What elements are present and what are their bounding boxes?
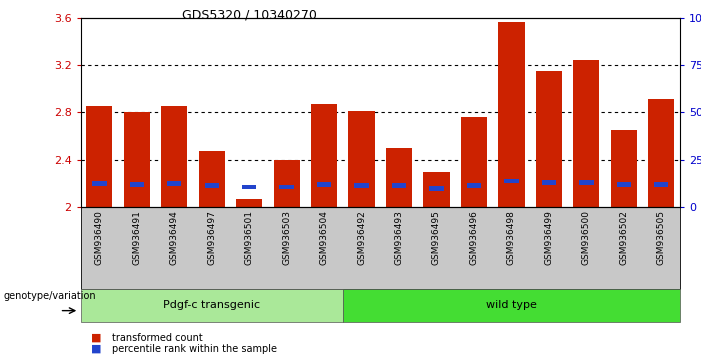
Bar <box>467 183 481 188</box>
Bar <box>423 172 449 207</box>
Bar <box>617 182 631 187</box>
Bar <box>498 22 524 207</box>
Bar <box>86 107 112 207</box>
Text: genotype/variation: genotype/variation <box>4 291 96 302</box>
Bar <box>205 183 219 188</box>
Bar <box>123 113 150 207</box>
Bar <box>579 180 594 184</box>
Text: percentile rank within the sample: percentile rank within the sample <box>112 344 277 354</box>
Bar <box>280 184 294 189</box>
Text: Pdgf-c transgenic: Pdgf-c transgenic <box>163 300 260 310</box>
Bar <box>429 186 444 190</box>
Bar <box>504 179 519 183</box>
Bar <box>461 117 487 207</box>
Bar <box>242 184 257 189</box>
Bar <box>236 199 262 207</box>
Bar <box>130 182 144 187</box>
Bar <box>348 111 374 207</box>
Bar <box>317 182 332 187</box>
Text: ■: ■ <box>91 344 102 354</box>
Bar <box>386 148 412 207</box>
Bar <box>198 152 225 207</box>
Bar <box>536 71 562 207</box>
Bar <box>161 107 187 207</box>
Bar <box>311 104 337 207</box>
Bar <box>542 180 556 184</box>
Bar <box>573 60 599 207</box>
Bar <box>392 183 407 188</box>
Text: wild type: wild type <box>486 300 537 310</box>
Bar <box>273 160 300 207</box>
Bar <box>354 183 369 188</box>
Bar <box>167 181 182 186</box>
Bar <box>648 99 674 207</box>
Text: ■: ■ <box>91 333 102 343</box>
Bar <box>92 181 107 186</box>
Text: GDS5320 / 10340270: GDS5320 / 10340270 <box>182 9 317 22</box>
Bar <box>611 130 637 207</box>
Bar <box>654 182 669 187</box>
Text: transformed count: transformed count <box>112 333 203 343</box>
